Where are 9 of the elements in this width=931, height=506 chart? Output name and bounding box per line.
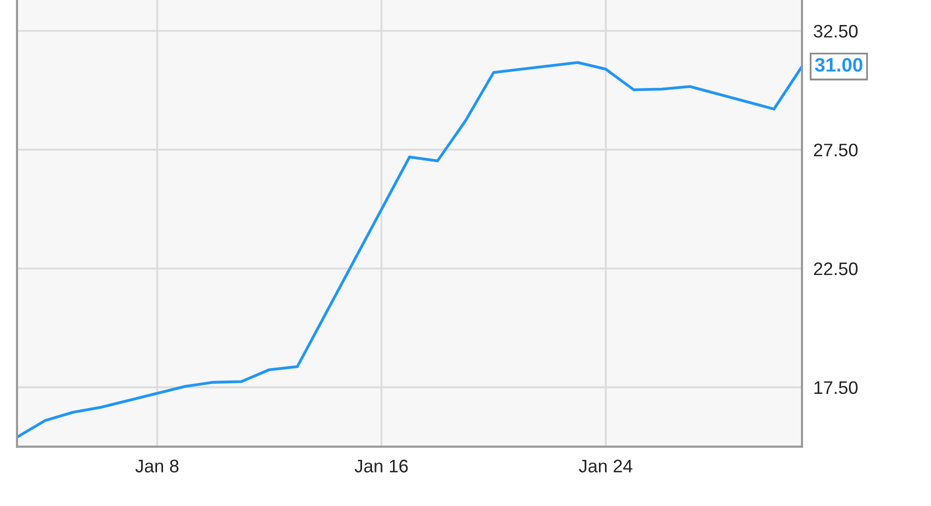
annotation: 31.00: [814, 58, 862, 72]
y-tick-label: 17.50: [814, 381, 858, 394]
x-tick-label: Jan 8: [135, 460, 178, 472]
x-tick-label: Jan 16: [354, 460, 408, 472]
y-tick-label: 32.50: [814, 24, 858, 38]
y-tick-label: 22.50: [814, 262, 858, 276]
y-tick-label: 27.50: [814, 144, 858, 156]
line-series: [17, 61, 802, 439]
x-tick-label: Jan 24: [578, 460, 632, 472]
